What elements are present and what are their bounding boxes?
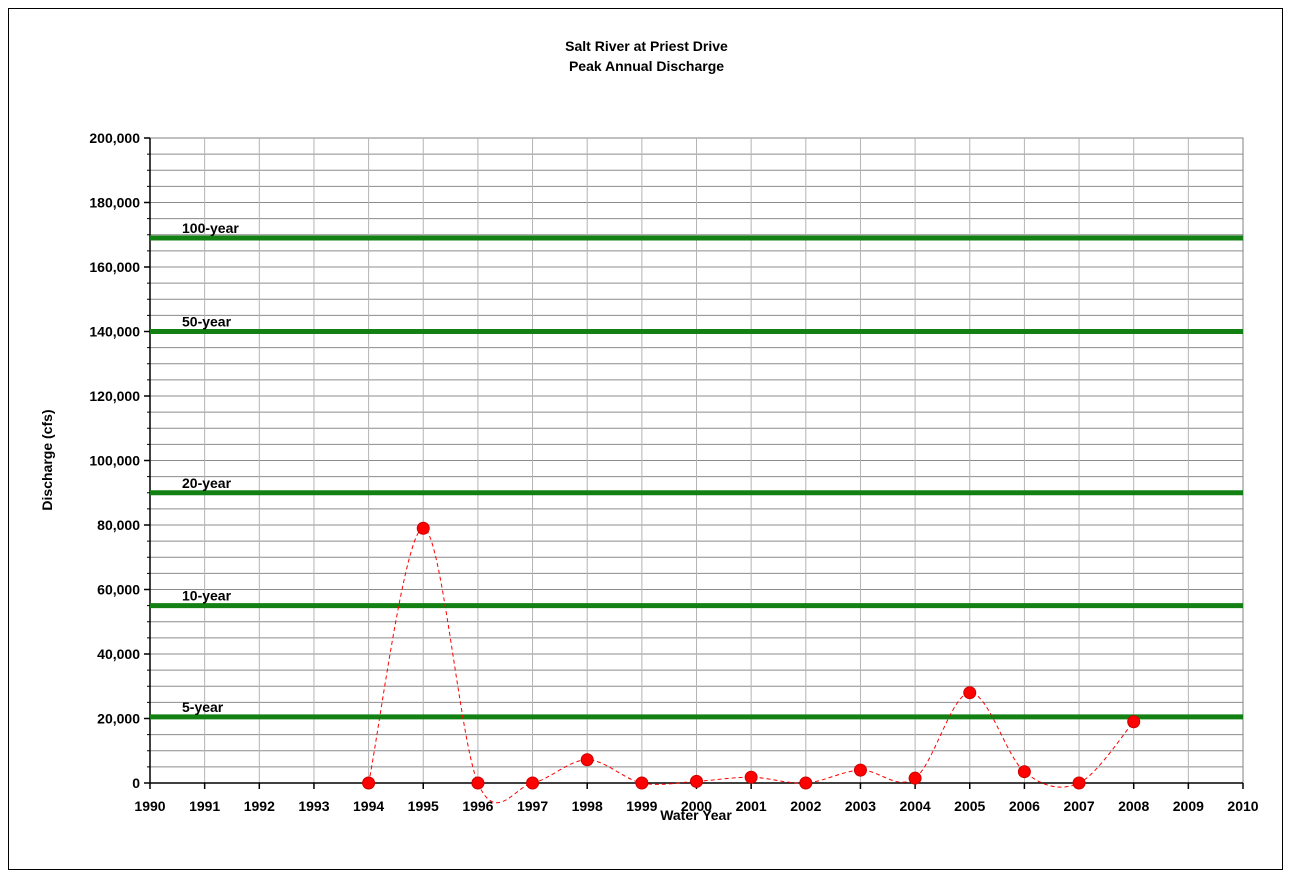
x-tick-label: 1999 — [626, 798, 657, 814]
x-tick-label: 2005 — [954, 798, 985, 814]
grid — [149, 137, 1244, 784]
x-axis-label: Water Year — [660, 807, 732, 823]
x-tick-label: 1997 — [517, 798, 548, 814]
x-tick-label: 1996 — [462, 798, 493, 814]
reference-line-label: 20-year — [182, 475, 232, 491]
y-axis-label: Discharge (cfs) — [39, 409, 55, 510]
data-point — [416, 521, 430, 535]
x-tick-label: 2009 — [1173, 798, 1204, 814]
y-tick-label: 20,000 — [97, 711, 140, 727]
x-tick-label: 1998 — [572, 798, 603, 814]
reference-line-label: 10-year — [182, 588, 232, 604]
y-tick-label: 100,000 — [89, 453, 140, 469]
chart-title: Salt River at Priest Drive — [565, 38, 728, 54]
data-point — [799, 776, 813, 790]
x-tick-label: 1992 — [244, 798, 275, 814]
data-point — [744, 770, 758, 784]
x-tick-label: 2007 — [1063, 798, 1094, 814]
data-point — [1017, 765, 1031, 779]
y-tick-label: 80,000 — [97, 517, 140, 533]
y-tick-label: 200,000 — [89, 130, 140, 146]
reference-line-label: 5-year — [182, 699, 224, 715]
y-tick-label: 120,000 — [89, 388, 140, 404]
reference-lines: 100-year 50-year 20-year 10-year 5-year — [150, 220, 1243, 720]
data-point — [1072, 776, 1086, 790]
x-tick-label: 2008 — [1118, 798, 1149, 814]
data-point — [580, 753, 594, 767]
series-line — [368, 527, 1135, 804]
x-tick-label: 2003 — [845, 798, 876, 814]
x-tick-label: 2004 — [900, 798, 931, 814]
axes: 0 20,000 40,000 60,000 80,000 100,000 120,000 1… — [89, 130, 1258, 814]
x-tick-label: 1990 — [134, 798, 165, 814]
x-tick-label: 2000 — [681, 798, 712, 814]
data-point — [526, 776, 540, 790]
x-tick-label: 1995 — [408, 798, 439, 814]
series — [362, 521, 1141, 804]
y-tick-label: 40,000 — [97, 646, 140, 662]
x-tick-label: 1991 — [189, 798, 220, 814]
data-point — [963, 686, 977, 700]
x-tick-label: 2010 — [1227, 798, 1258, 814]
data-point — [471, 776, 485, 790]
x-tick-label: 2006 — [1009, 798, 1040, 814]
data-point — [1127, 715, 1141, 729]
x-tick-label: 1994 — [353, 798, 384, 814]
data-point — [362, 776, 376, 790]
x-tick-label: 2001 — [736, 798, 767, 814]
y-tick-label: 60,000 — [97, 582, 140, 598]
data-point — [690, 774, 703, 788]
y-tick-label: 0 — [132, 775, 140, 791]
reference-line-label: 50-year — [182, 314, 232, 330]
y-tick-label: 140,000 — [89, 324, 140, 340]
x-tick-label: 1993 — [298, 798, 329, 814]
chart-subtitle: Peak Annual Discharge — [568, 58, 725, 74]
reference-line-label: 100-year — [182, 220, 239, 236]
x-tick-label: 2002 — [790, 798, 821, 814]
data-point — [635, 776, 649, 790]
data-point — [853, 763, 867, 777]
y-tick-label: 160,000 — [89, 259, 140, 275]
y-tick-label: 180,000 — [89, 195, 140, 211]
data-point — [908, 771, 922, 785]
